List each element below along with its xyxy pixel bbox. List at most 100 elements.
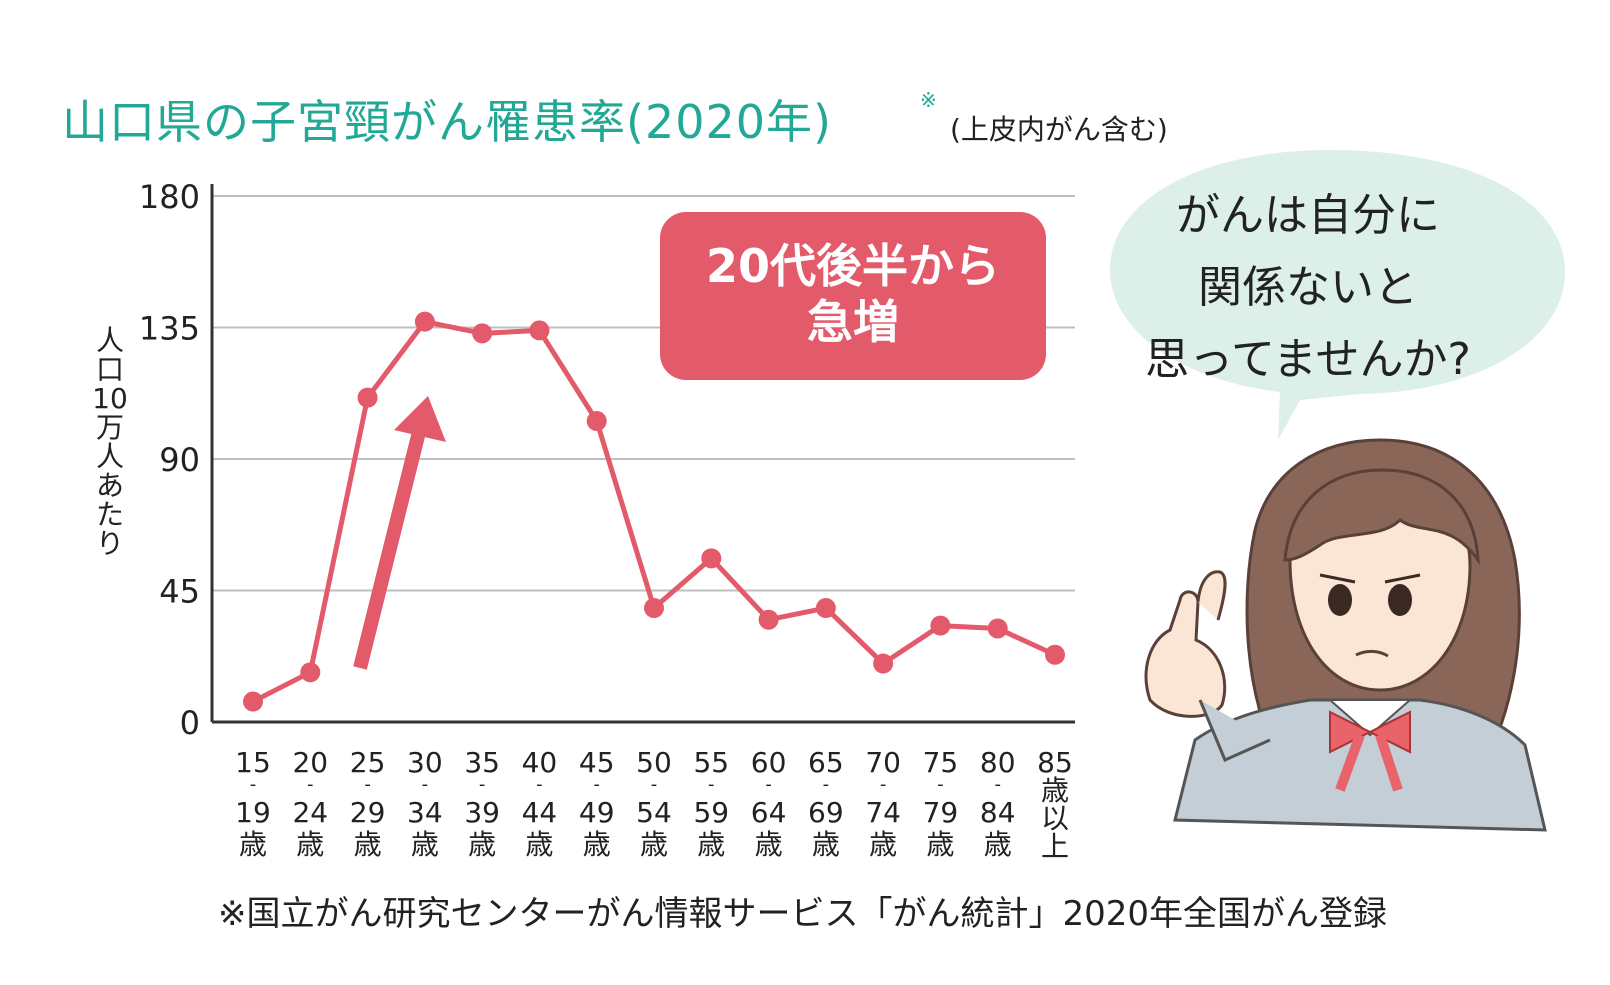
x-tick-label: 60-64歳 [751, 746, 787, 861]
x-tick-labels: 15-19歳20-24歳25-29歳30-34歳35-39歳40-44歳45-4… [235, 746, 1073, 863]
x-tick-text: 29 [350, 796, 386, 829]
x-tick-text: 74 [865, 796, 901, 829]
x-tick-text: 歳 [354, 828, 382, 861]
x-tick-text: - [307, 774, 314, 795]
x-tick-text: - [765, 774, 772, 795]
x-tick-text: 以 [1041, 802, 1069, 835]
data-point [243, 691, 263, 712]
x-tick-label: 35-39歳 [464, 746, 500, 861]
x-tick-label: 50-54歳 [636, 746, 672, 861]
speech-bubble-text: がんは自分に 関係ないと 思ってませんか? [1108, 180, 1508, 396]
data-point [357, 387, 378, 408]
x-tick-text: 64 [751, 796, 787, 829]
x-tick-text: - [479, 774, 486, 795]
data-point [586, 411, 607, 432]
chart-title: 山口県の子宮頸がん罹患率(2020年) [62, 95, 832, 149]
axes [210, 184, 1075, 724]
x-tick-text: 50 [636, 746, 672, 779]
y-axis-label-char: た [95, 498, 124, 531]
x-tick-text: 25 [350, 746, 386, 779]
x-tick-text: 59 [693, 796, 729, 829]
x-tick-text: 80 [980, 746, 1016, 779]
data-point [873, 653, 894, 674]
x-tick-text: 60 [751, 746, 787, 779]
data-point [529, 320, 550, 341]
x-tick-text: 30 [407, 746, 443, 779]
x-tick-text: 45 [579, 746, 615, 779]
x-tick-text: - [422, 774, 429, 795]
x-tick-text: 34 [407, 796, 443, 829]
x-tick-text: 49 [579, 796, 615, 829]
data-point [414, 311, 435, 332]
data-point [815, 598, 836, 619]
x-tick-text: 歳 [697, 828, 725, 861]
x-tick-text: 75 [923, 746, 959, 779]
y-axis-label-char: 口 [95, 353, 124, 386]
data-point [930, 615, 951, 636]
y-tick-label: 180 [139, 178, 200, 216]
x-tick-text: 54 [636, 796, 672, 829]
source-footnote: ※国立がん研究センターがん情報サービス「がん統計」2020年全国がん登録 [218, 894, 1388, 934]
x-tick-text: 歳 [296, 828, 324, 861]
y-tick-label: 135 [139, 310, 200, 348]
speech-line-1: がんは自分に [1176, 190, 1440, 241]
x-tick-text: - [708, 774, 715, 795]
x-tick-text: 歳 [583, 828, 611, 861]
speech-bubble [1110, 150, 1565, 440]
x-tick-text: 20 [292, 746, 328, 779]
x-tick-label: 70-74歳 [865, 746, 901, 861]
speech-line-3: 思ってませんか? [1145, 334, 1471, 385]
x-tick-text: - [536, 774, 543, 795]
x-tick-text: - [651, 774, 658, 795]
title-note: (上皮内がん含む) [950, 113, 1168, 146]
thinking-schoolgirl-pointing-icon [1144, 438, 1547, 832]
x-tick-text: - [937, 774, 944, 795]
data-point [701, 548, 722, 569]
y-tick-label: 0 [180, 704, 200, 742]
x-tick-text: 歳 [239, 828, 267, 861]
data-point [987, 618, 1008, 639]
x-tick-text: 35 [464, 746, 500, 779]
speech-line-2: 関係ないと [1198, 262, 1418, 313]
y-axis-label-char: 人 [95, 324, 124, 357]
x-tick-label: 80-84歳 [980, 746, 1016, 861]
y-tick-label: 90 [159, 441, 200, 479]
x-tick-text: 24 [292, 796, 328, 829]
y-tick-labels: 0 45 90 135 180 [139, 178, 200, 742]
x-tick-text: 歳 [755, 828, 783, 861]
y-axis-label-char: 万 [95, 411, 124, 444]
x-tick-text: 歳 [984, 828, 1012, 861]
x-tick-text: - [823, 774, 830, 795]
x-tick-text: 39 [464, 796, 500, 829]
x-tick-label: 20-24歳 [292, 746, 328, 861]
data-point [472, 323, 493, 344]
x-tick-label: 25-29歳 [350, 746, 386, 861]
x-tick-text: 84 [980, 796, 1016, 829]
callout-line-1: 20代後半から [705, 239, 1000, 293]
x-tick-text: 70 [865, 746, 901, 779]
x-tick-text: 歳 [869, 828, 897, 861]
x-tick-label: 55-59歳 [693, 746, 729, 861]
title-footnote-mark: ※ [920, 88, 937, 112]
x-tick-text: 上 [1041, 830, 1069, 863]
increase-arrow-icon [353, 396, 446, 670]
x-tick-label: 15-19歳 [235, 746, 271, 861]
x-tick-text: 40 [522, 746, 558, 779]
x-tick-text: 44 [522, 796, 558, 829]
x-tick-label: 45-49歳 [579, 746, 615, 861]
data-point [1045, 644, 1065, 665]
x-tick-text: 歳 [411, 828, 439, 861]
x-tick-text: 79 [923, 796, 959, 829]
data-point [300, 662, 321, 683]
x-tick-text: - [994, 774, 1001, 795]
y-axis-label: 人口 10 万人あたり [92, 326, 128, 558]
x-tick-label: 40-44歳 [522, 746, 558, 861]
data-point [758, 609, 779, 630]
y-axis-label-char: あ [95, 469, 124, 502]
x-tick-text: 歳 [812, 828, 840, 861]
x-tick-text: 15 [235, 746, 271, 779]
x-tick-text: 65 [808, 746, 844, 779]
x-tick-text: 歳 [1041, 774, 1069, 807]
x-tick-text: - [250, 774, 257, 795]
